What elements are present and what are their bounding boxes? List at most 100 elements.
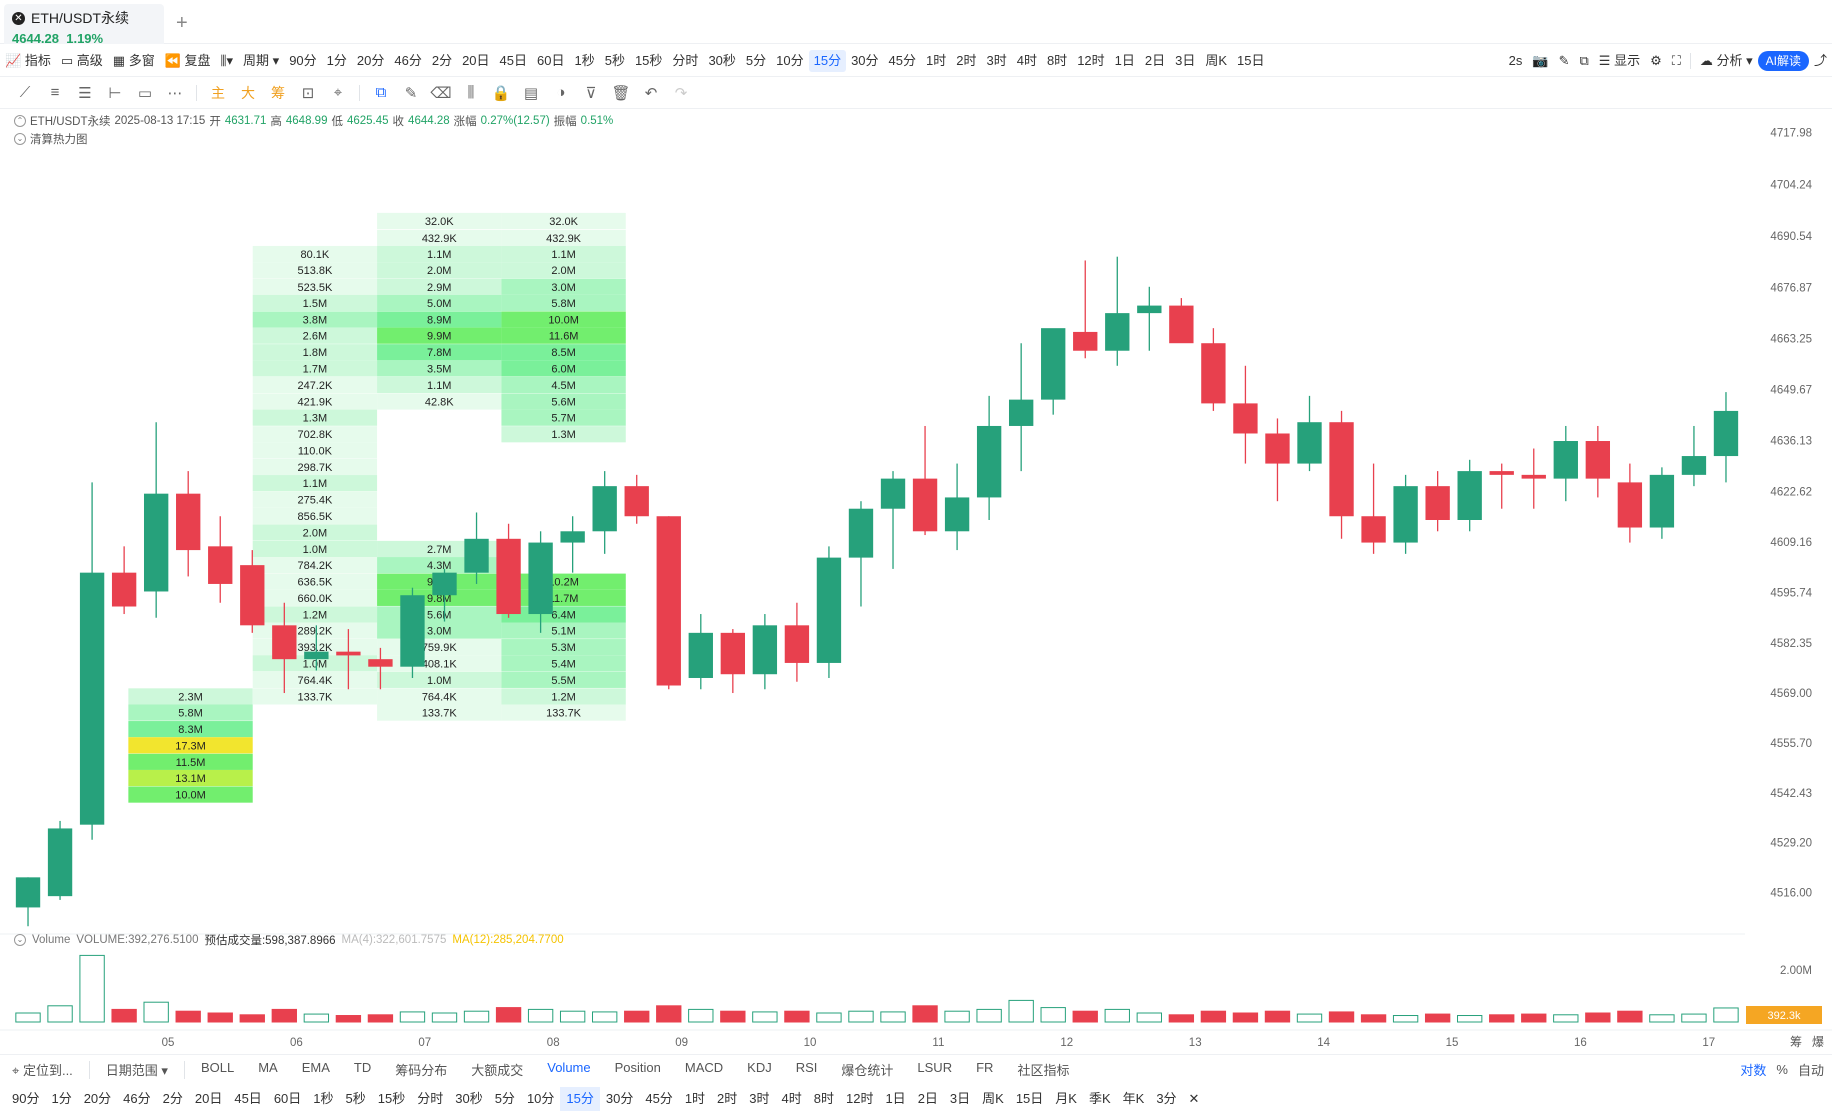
bottom-interval-3[interactable]: 46分 bbox=[123, 1091, 151, 1106]
date-range-dropdown[interactable]: 日期范围 ▾ bbox=[105, 1063, 168, 1078]
close-icon[interactable]: ✕ bbox=[12, 11, 25, 25]
indicator-tab-13[interactable]: FR bbox=[976, 1060, 994, 1075]
bottom-interval-24[interactable]: 1日 bbox=[885, 1091, 906, 1106]
bottom-interval-16[interactable]: 30分 bbox=[605, 1091, 634, 1106]
indicators-button[interactable]: 📈 指标 bbox=[0, 50, 56, 72]
interval-20[interactable]: 3时 bbox=[986, 52, 1007, 68]
interval-14[interactable]: 10分 bbox=[776, 52, 804, 68]
indicator-tab-2[interactable]: EMA bbox=[301, 1060, 330, 1075]
bottom-interval-12[interactable]: 30秒 bbox=[455, 1091, 483, 1106]
indicator-tab-14[interactable]: 社区指标 bbox=[1017, 1063, 1070, 1078]
indicator-tab-9[interactable]: KDJ bbox=[747, 1060, 772, 1075]
symbol-tab[interactable]: ✕ ETH/USDT永续 4644.28 1.19% bbox=[4, 4, 164, 46]
auto-scale-toggle[interactable]: 自动 bbox=[1797, 1062, 1824, 1078]
interval-9[interactable]: 5秒 bbox=[604, 52, 625, 68]
parallel-lines-icon[interactable]: ≡ bbox=[50, 84, 60, 101]
interval-11[interactable]: 分时 bbox=[672, 52, 699, 68]
interval-15[interactable]: 15分 bbox=[808, 49, 847, 72]
locate-button[interactable]: ⌖ 定位到... bbox=[0, 1060, 85, 1079]
indicator-tab-3[interactable]: TD bbox=[353, 1060, 372, 1075]
bottom-interval-26[interactable]: 3日 bbox=[949, 1091, 971, 1106]
interval-22[interactable]: 8时 bbox=[1046, 52, 1068, 68]
bottom-interval-2[interactable]: 20分 bbox=[83, 1091, 112, 1106]
indicator-tab-0[interactable]: BOLL bbox=[200, 1060, 235, 1075]
chart-canvas[interactable]: 2.3M 5.8M 8.3M 17.3M 11.5M 13.1M 10.0M 80.1K 513… bbox=[0, 110, 1832, 1054]
bottom-interval-18[interactable]: 1时 bbox=[684, 1091, 706, 1106]
collapse-icon[interactable]: ⌄ bbox=[14, 934, 26, 946]
share-icon[interactable]: ⤴ bbox=[1813, 52, 1827, 68]
interval-28[interactable]: 15日 bbox=[1237, 52, 1265, 68]
close-icon[interactable]: ✕ bbox=[1188, 1091, 1200, 1106]
bottom-interval-4[interactable]: 2分 bbox=[162, 1091, 183, 1106]
chart-area[interactable]: 2.3M 5.8M 8.3M 17.3M 11.5M 13.1M 10.0M 80.1K 513… bbox=[0, 110, 1832, 1054]
interval-21[interactable]: 4时 bbox=[1016, 52, 1037, 68]
collapse-icon[interactable]: ⌄ bbox=[14, 133, 26, 145]
bottom-interval-21[interactable]: 4时 bbox=[781, 1091, 802, 1106]
bottom-interval-17[interactable]: 45分 bbox=[645, 1091, 673, 1106]
chips-tool[interactable]: 筹 bbox=[271, 84, 285, 101]
interval-5[interactable]: 20日 bbox=[462, 52, 490, 68]
interval-25[interactable]: 2日 bbox=[1144, 52, 1166, 68]
fullscreen-icon[interactable]: ⛶ bbox=[1671, 52, 1681, 68]
interval-13[interactable]: 5分 bbox=[745, 52, 767, 68]
bottom-interval-13[interactable]: 5分 bbox=[494, 1091, 515, 1106]
bottom-interval-14[interactable]: 10分 bbox=[526, 1091, 555, 1106]
lock-icon[interactable]: 🔒 bbox=[491, 84, 511, 102]
rectangle-icon[interactable]: ▭ bbox=[137, 84, 153, 102]
measure-icon[interactable]: ⊡ bbox=[301, 84, 315, 102]
interval-4[interactable]: 2分 bbox=[431, 52, 453, 68]
interval-19[interactable]: 2时 bbox=[956, 52, 977, 68]
indicator-tab-5[interactable]: 大额成交 bbox=[471, 1063, 524, 1078]
settings-icon[interactable]: ⚙ bbox=[1650, 52, 1662, 68]
main-force-tool[interactable]: 主 bbox=[211, 84, 225, 101]
indicator-tab-4[interactable]: 筹码分布 bbox=[395, 1063, 448, 1078]
undo-icon[interactable]: ↶ bbox=[644, 84, 658, 102]
bottom-interval-19[interactable]: 2时 bbox=[717, 1091, 738, 1106]
bottom-interval-23[interactable]: 12时 bbox=[845, 1091, 874, 1106]
interval-7[interactable]: 60日 bbox=[537, 52, 565, 68]
interval-18[interactable]: 1时 bbox=[926, 52, 947, 68]
indicator-tab-11[interactable]: 爆仓统计 bbox=[841, 1063, 894, 1078]
bottom-interval-27[interactable]: 周K bbox=[982, 1091, 1004, 1106]
filter-icon[interactable]: ⊽ bbox=[585, 84, 597, 102]
advanced-button[interactable]: ▭ 高级 bbox=[56, 50, 108, 72]
interval-12[interactable]: 30秒 bbox=[708, 52, 736, 68]
bottom-interval-28[interactable]: 15日 bbox=[1015, 1091, 1044, 1106]
indicator-tab-12[interactable]: LSUR bbox=[917, 1060, 953, 1075]
eraser-icon[interactable]: ⌫ bbox=[430, 84, 452, 102]
indicator-tab-7[interactable]: Position bbox=[614, 1060, 661, 1075]
bottom-interval-7[interactable]: 60日 bbox=[273, 1091, 302, 1106]
interval-17[interactable]: 45分 bbox=[888, 52, 917, 68]
bottom-interval-29[interactable]: 月K bbox=[1055, 1091, 1077, 1106]
layout-icon[interactable]: ⧉ bbox=[1579, 52, 1589, 68]
bottom-interval-20[interactable]: 3时 bbox=[749, 1091, 770, 1106]
replay-button[interactable]: ⏪ 复盘 bbox=[160, 50, 216, 72]
interval-1[interactable]: 1分 bbox=[326, 52, 347, 68]
indicator-tab-1[interactable]: MA bbox=[258, 1060, 278, 1075]
bottom-interval-15[interactable]: 15分 bbox=[560, 1087, 600, 1111]
period-dropdown[interactable]: 周期 ▾ bbox=[243, 52, 280, 68]
interval-0[interactable]: 90分 bbox=[289, 52, 317, 68]
interval-8[interactable]: 1秒 bbox=[574, 52, 595, 68]
bottom-interval-1[interactable]: 1分 bbox=[51, 1091, 72, 1106]
interval-27[interactable]: 周K bbox=[1205, 52, 1228, 68]
interval-26[interactable]: 3日 bbox=[1175, 52, 1196, 68]
interval-6[interactable]: 45日 bbox=[499, 52, 528, 68]
bottom-interval-25[interactable]: 2日 bbox=[917, 1091, 938, 1106]
percent-scale-toggle[interactable]: % bbox=[1776, 1061, 1788, 1077]
bar-tool-icon[interactable]: ⫼ bbox=[467, 84, 475, 101]
interval-10[interactable]: 15秒 bbox=[634, 52, 663, 68]
add-tab-button[interactable]: + bbox=[176, 12, 188, 34]
bottom-interval-10[interactable]: 15秒 bbox=[377, 1091, 406, 1106]
display-button[interactable]: ☰ 显示 bbox=[1598, 52, 1641, 68]
bottom-interval-32[interactable]: 3分 bbox=[1156, 1091, 1177, 1106]
hide-icon[interactable]: ◑ bbox=[556, 84, 566, 101]
indicator-tab-6[interactable]: Volume bbox=[547, 1060, 591, 1075]
bottom-interval-22[interactable]: 8时 bbox=[813, 1091, 834, 1106]
refresh-interval[interactable]: 2s bbox=[1508, 52, 1523, 68]
big-order-tool[interactable]: 大 bbox=[241, 84, 255, 101]
bottom-interval-0[interactable]: 90分 bbox=[12, 1091, 40, 1106]
interval-24[interactable]: 1日 bbox=[1114, 52, 1135, 68]
bottom-interval-30[interactable]: 季K bbox=[1088, 1091, 1111, 1106]
bottom-interval-8[interactable]: 1秒 bbox=[313, 1091, 334, 1106]
